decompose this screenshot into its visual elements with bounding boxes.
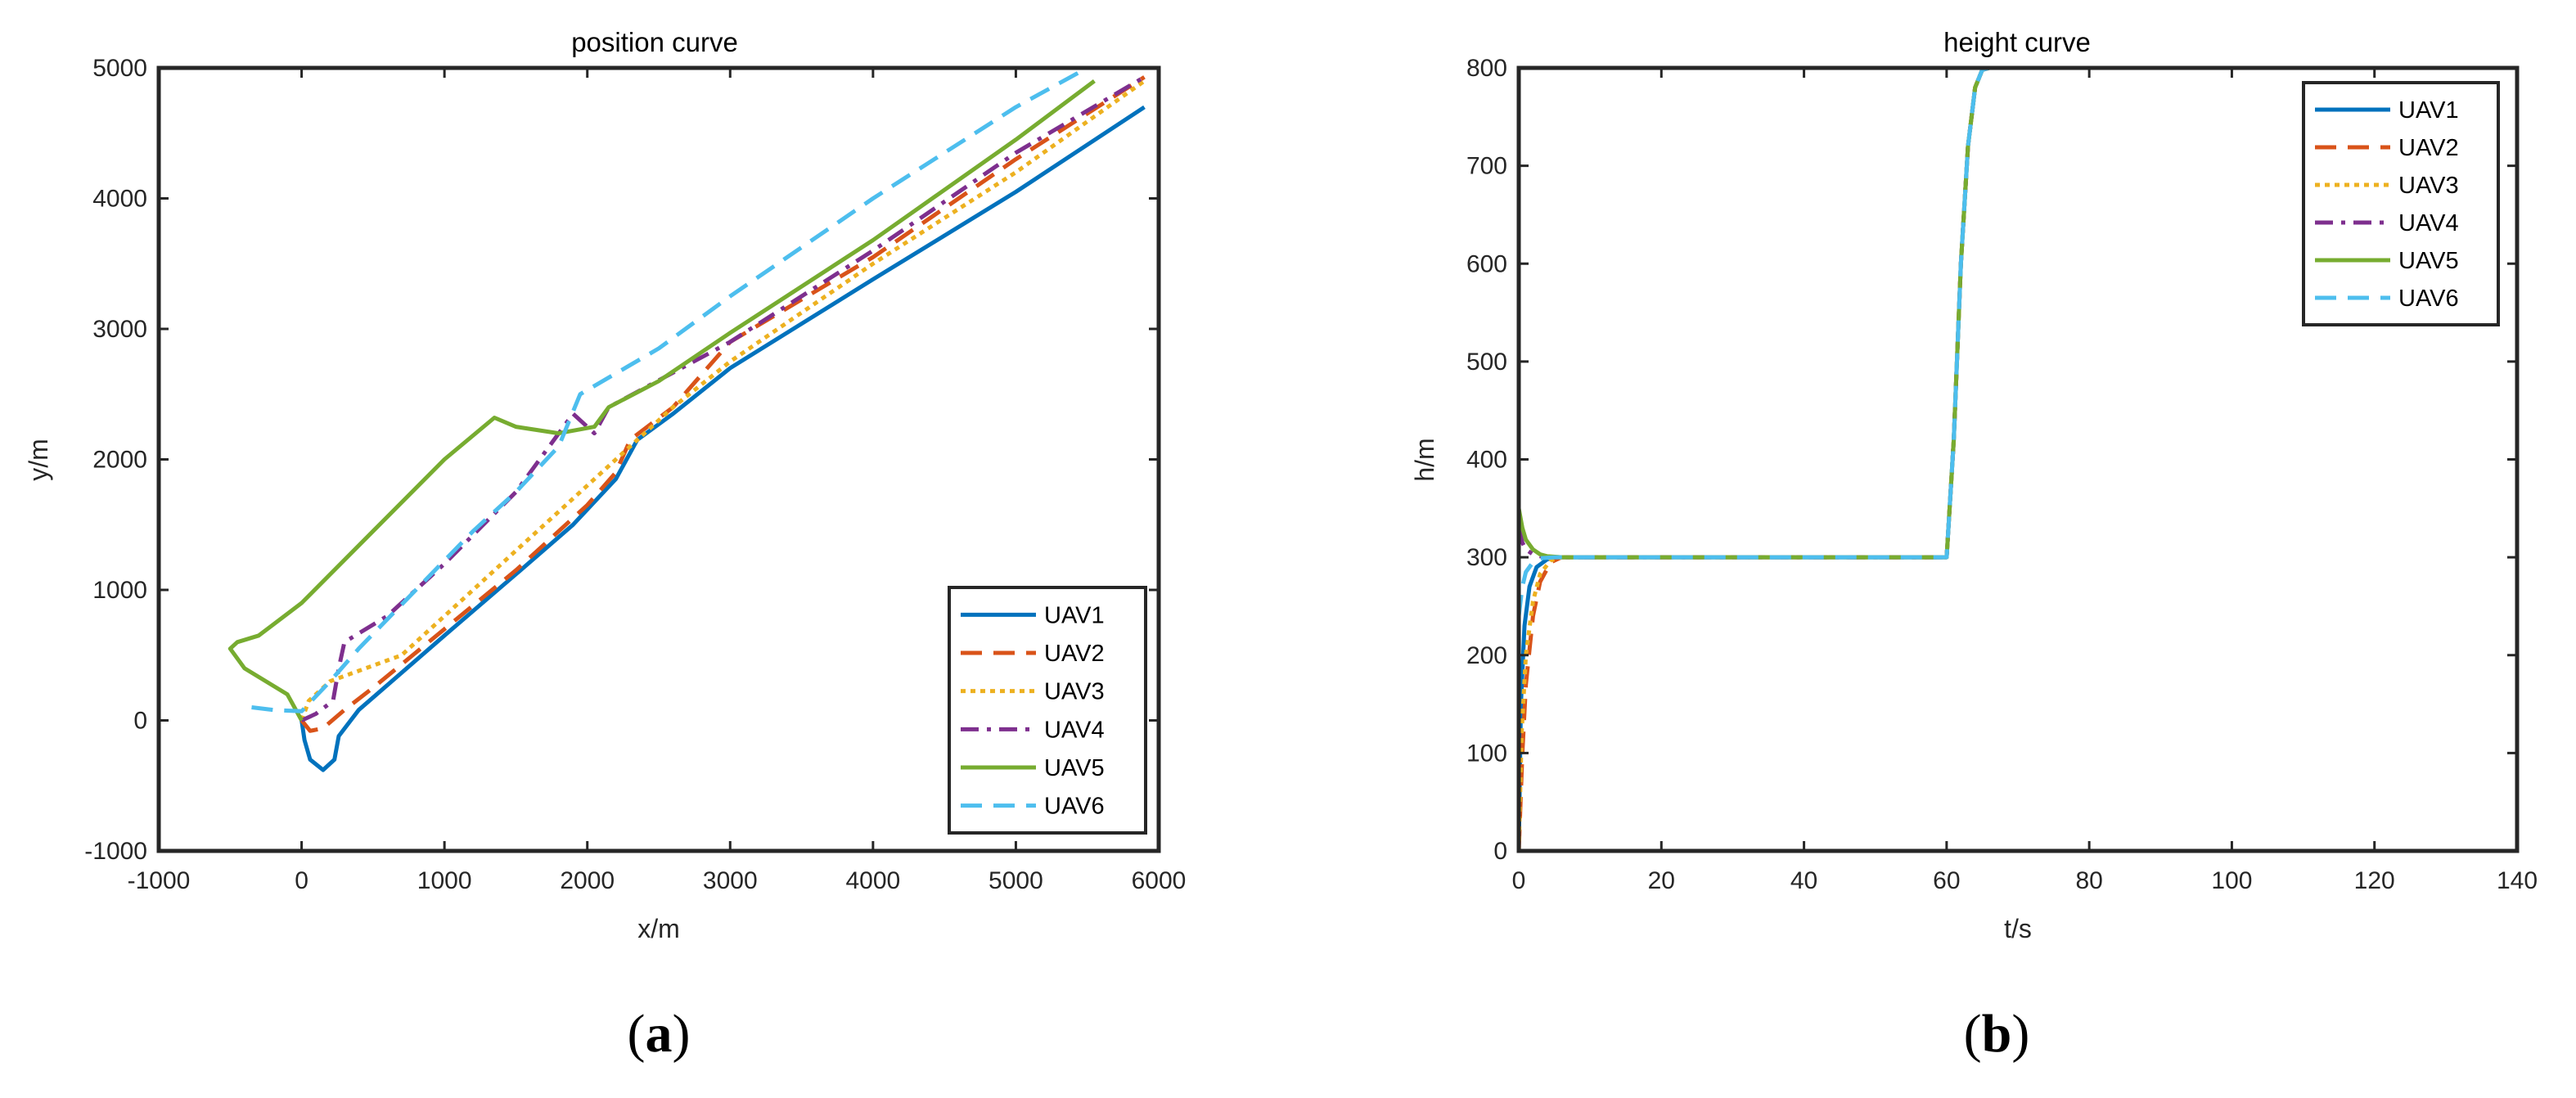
chart-b-xtick-label: 0	[1512, 867, 1526, 894]
chart-a-series-uav3	[299, 79, 1146, 722]
chart-b-xtick-label: 140	[2497, 867, 2538, 894]
chart-b-xtick-label: 100	[2211, 867, 2252, 894]
chart-a-xtick-label: 2000	[560, 867, 615, 894]
chart-b-ytick-label: 500	[1466, 349, 1507, 376]
chart-a-ylabel: y/m	[24, 439, 53, 481]
chart-a-legend-label-uav1: UAV1	[1044, 602, 1105, 628]
chart-b-legend-label-uav2: UAV2	[2398, 135, 2459, 161]
chart-a-series-uav1	[299, 105, 1146, 772]
chart-b-ylabel: h/m	[1410, 438, 1439, 481]
chart-b-ytick-label: 300	[1466, 544, 1507, 571]
chart-b-xtick-label: 120	[2354, 867, 2395, 894]
chart-a-xtick-label: 1000	[417, 867, 472, 894]
chart-b-series-uav6	[1519, 68, 2517, 617]
chart-a-series-uav6	[251, 68, 1088, 713]
chart-b-ytick-label: 700	[1466, 153, 1507, 180]
chart-a-legend-box	[948, 586, 1147, 835]
chart-a-title: position curve	[571, 27, 738, 57]
chart-b-legend-label-uav3: UAV3	[2398, 173, 2459, 199]
panel-b-label: (b)	[1964, 1004, 2030, 1064]
chart-a-legend-label-uav5: UAV5	[1044, 755, 1105, 781]
chart-b-legend-label-uav4: UAV4	[2398, 210, 2459, 236]
chart-a-series-uav4	[300, 75, 1146, 722]
chart-a-xtick-label: 4000	[845, 867, 900, 894]
chart-a-xtick-label: 5000	[989, 867, 1043, 894]
chart-a-ticks: -1000 0 1000 2000 3000 4000 5000 6000 -1000 0 1000…	[84, 55, 1186, 894]
chart-a-plot-area	[227, 68, 1146, 772]
chart-a-ytick-label: 3000	[92, 316, 147, 343]
chart-a-ytick-label: 0	[133, 708, 147, 735]
chart-a-xtick-label: -1000	[128, 867, 191, 894]
chart-a-xtick-label: 0	[295, 867, 308, 894]
chart-b-xtick-label: 40	[1790, 867, 1817, 894]
chart-a-xtick-label: 6000	[1132, 867, 1187, 894]
chart-b-legend-label-uav5: UAV5	[2398, 248, 2459, 274]
chart-b-xtick-label: 80	[2075, 867, 2102, 894]
chart-b-legend-label-uav1: UAV1	[2398, 97, 2459, 124]
panel-a-label: (a)	[628, 1004, 691, 1064]
chart-b-plot-area	[1519, 68, 2517, 851]
chart-b-xlabel: t/s	[2004, 914, 2032, 943]
chart-b-legend: UAV1 UAV2 UAV3 UAV4 UAV5 UAV6	[2302, 81, 2500, 326]
chart-a-legend-label-uav2: UAV2	[1044, 641, 1105, 667]
chart-b-ticks: 0 20 40 60 80 100 120 140 0 100 200 300 400 500 600 700…	[1466, 55, 2538, 894]
chart-a-xtick-label: 3000	[703, 867, 758, 894]
chart-b-ytick-label: 600	[1466, 250, 1507, 277]
chart-a-legend-label-uav3: UAV3	[1044, 679, 1105, 705]
chart-a-series-uav2	[299, 75, 1146, 733]
chart-a-ytick-label: 1000	[92, 577, 147, 604]
chart-a-legend: UAV1 UAV2 UAV3 UAV4 UAV5 UAV6	[948, 586, 1147, 835]
chart-a-ytick-label: 4000	[92, 186, 147, 213]
chart-a-legend-label-uav4: UAV4	[1044, 717, 1105, 743]
chart-a-legend-label-uav6: UAV6	[1044, 794, 1105, 820]
chart-a-xlabel: x/m	[637, 914, 680, 943]
chart-b-ytick-label: 800	[1466, 55, 1507, 82]
chart-a-ytick-label: 2000	[92, 447, 147, 474]
chart-a-ytick-label: -1000	[84, 838, 147, 865]
chart-a-series-uav5	[227, 79, 1096, 722]
chart-b-xtick-label: 60	[1933, 867, 1960, 894]
chart-b-legend-box	[2302, 81, 2500, 326]
chart-a-ytick-label: 5000	[92, 55, 147, 82]
chart-b-title: height curve	[1943, 27, 2091, 57]
chart-b-ytick-label: 400	[1466, 447, 1507, 474]
chart-b-ytick-label: 200	[1466, 642, 1507, 669]
height-curve-chart: height curve 0 20 40 60 80 100 120 140 0 100 200 30…	[1410, 27, 2538, 1064]
chart-b-xtick-label: 20	[1648, 867, 1675, 894]
chart-b-ytick-label: 100	[1466, 740, 1507, 767]
chart-b-ytick-label: 0	[1493, 838, 1507, 865]
chart-b-legend-label-uav6: UAV6	[2398, 286, 2459, 312]
position-curve-chart: position curve -1000 0 1000 2000 3000 4000 500…	[24, 27, 1186, 1064]
